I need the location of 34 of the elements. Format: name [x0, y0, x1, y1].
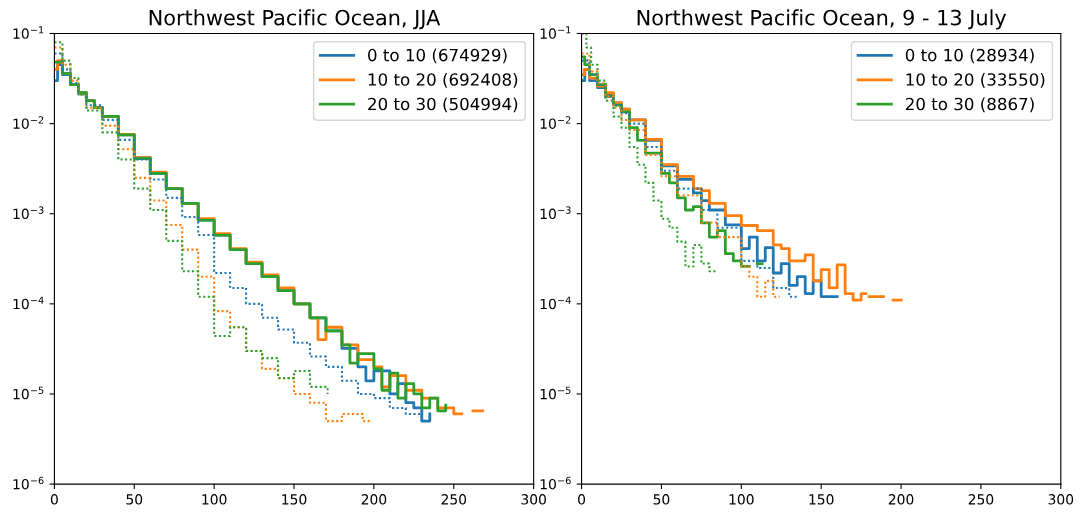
legend-label: 10 to 20 (692408) — [368, 72, 518, 88]
y-tick-label: 10$^{−5}$ — [13, 386, 44, 400]
y-tick-label: 10$^{−3}$ — [540, 206, 571, 220]
y-tick-label: 10$^{−6}$ — [540, 476, 571, 490]
x-tick-label: 150 — [282, 494, 307, 505]
x-tick-label: 200 — [361, 494, 387, 505]
chart-title: Northwest Pacific Ocean, JJA — [149, 9, 441, 30]
x-tick-label: 250 — [441, 494, 467, 505]
y-tick-label: 10$^{−4}$ — [540, 296, 571, 310]
x-tick-label: 100 — [729, 494, 754, 505]
y-tick-label: 10$^{−4}$ — [13, 296, 44, 310]
x-tick-label: 50 — [653, 494, 670, 505]
x-tick-label: 0 — [50, 494, 58, 505]
y-tick-label: 10$^{−5}$ — [540, 386, 571, 400]
chart-title: Northwest Pacific Ocean, 9 - 13 July — [637, 9, 1007, 30]
legend-label: 20 to 30 (8867) — [905, 97, 1034, 113]
legend-label: 0 to 10 (28934) — [905, 48, 1034, 64]
legend-label: 20 to 30 (504994) — [368, 97, 518, 113]
x-tick-label: 250 — [968, 494, 994, 505]
legend-label: 10 to 20 (33550) — [906, 72, 1045, 88]
legend-label: 0 to 10 (674929) — [368, 48, 507, 64]
y-tick-label: 10$^{−2}$ — [540, 116, 571, 129]
x-tick-label: 300 — [521, 494, 546, 505]
x-tick-label: 100 — [202, 494, 227, 505]
x-tick-label: 200 — [888, 494, 914, 505]
y-tick-label: 10$^{−6}$ — [13, 476, 44, 490]
x-tick-label: 300 — [1048, 494, 1074, 505]
y-tick-label: 10$^{−1}$ — [540, 26, 571, 39]
x-tick-label: 50 — [126, 494, 143, 505]
y-tick-label: 10$^{−1}$ — [13, 26, 44, 39]
x-tick-label: 150 — [809, 494, 834, 505]
x-tick-label: 0 — [578, 494, 586, 505]
y-tick-label: 10$^{−2}$ — [13, 116, 44, 129]
y-tick-label: 10$^{−3}$ — [13, 206, 44, 220]
